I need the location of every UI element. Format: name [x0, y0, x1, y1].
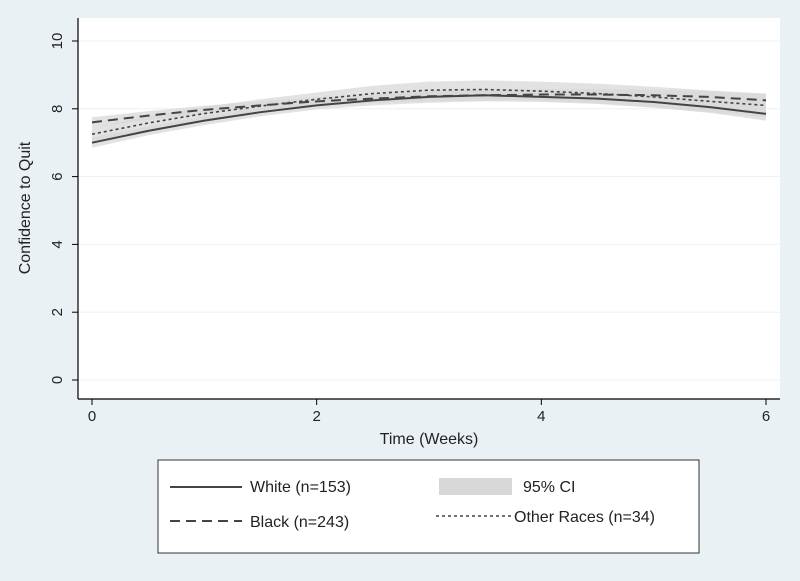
x-tick-label-6: 6: [762, 408, 770, 425]
y-tick-label-2: 2: [49, 308, 66, 316]
y-tick-label-8: 8: [49, 105, 66, 113]
series-line-2: [91, 93, 767, 124]
series-line-3: [91, 88, 767, 136]
plot-background: [78, 18, 780, 399]
legend-label-ci: 95% CI: [523, 479, 575, 496]
x-tick-label-4: 4: [537, 408, 545, 425]
x-axis-label: Time (Weeks): [380, 431, 479, 448]
legend-key-ci: [439, 478, 512, 495]
y-tick-label-4: 4: [49, 240, 66, 248]
y-axis-label: Confidence to Quit: [17, 141, 34, 274]
ci-band-1: [92, 89, 766, 148]
series-lines: [91, 88, 767, 144]
legend-box: [157, 459, 700, 554]
legend-label-2: Black (n=243): [250, 514, 349, 531]
legend-label-3: Other Races (n=34): [514, 509, 655, 526]
legend-label-1: White (n=153): [250, 479, 351, 496]
legend: White (n=153) Black (n=243) Other Races (n…: [157, 459, 700, 554]
y-tick-label-6: 6: [49, 172, 66, 180]
axes: 0 2 4 6 8 10 0 2 4 6: [49, 18, 780, 425]
y-tick-label-0: 0: [49, 376, 66, 384]
x-tick-label-2: 2: [312, 408, 320, 425]
y-tick-label-10: 10: [49, 33, 66, 50]
x-tick-label-0: 0: [88, 408, 96, 425]
ci-band-3: [92, 80, 766, 142]
